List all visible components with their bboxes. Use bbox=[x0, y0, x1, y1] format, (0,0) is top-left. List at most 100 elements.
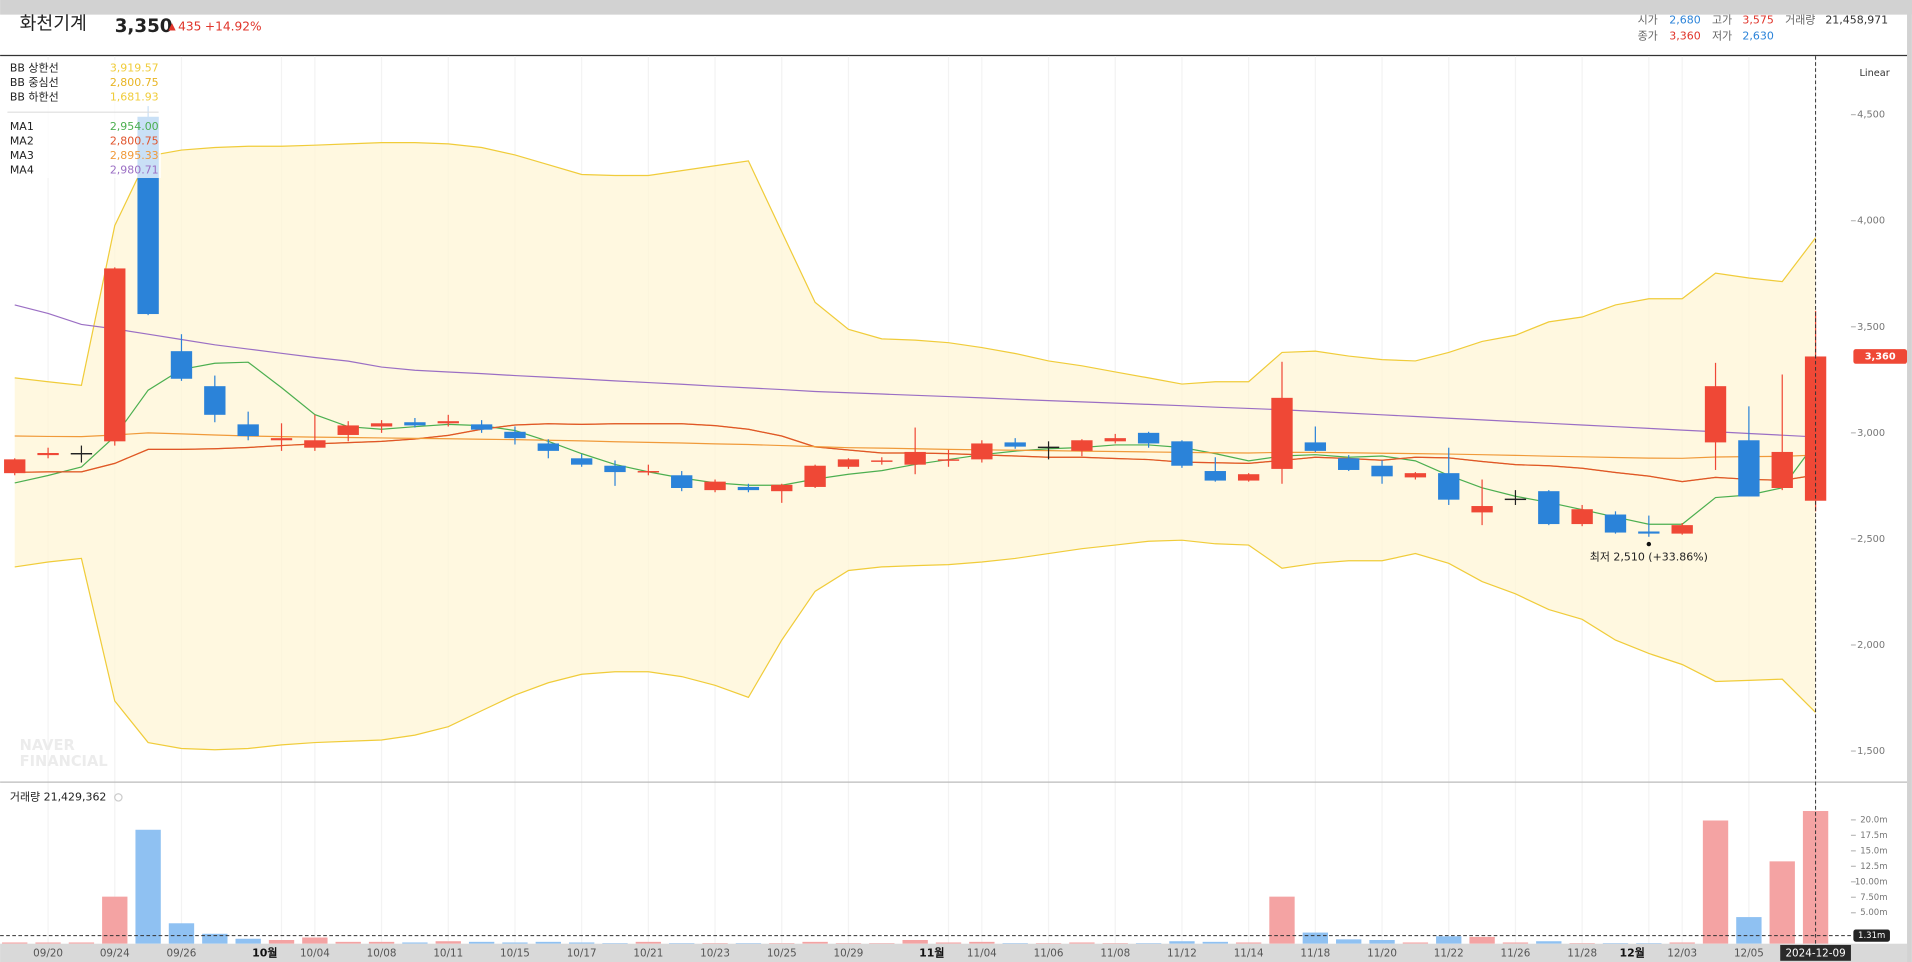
x-tick-label: 11/20 bbox=[1367, 947, 1397, 959]
right-frame bbox=[1907, 0, 1912, 962]
x-tick-label: 10/29 bbox=[834, 947, 864, 959]
volume-bar bbox=[669, 943, 695, 944]
volume-bar bbox=[735, 943, 762, 944]
ohlc-label: 저가 bbox=[1712, 30, 1732, 43]
candle-body bbox=[971, 443, 993, 460]
y-tick-label: 3,500 bbox=[1857, 322, 1885, 333]
candle-body bbox=[1671, 525, 1693, 534]
candle-body bbox=[1171, 441, 1193, 466]
x-tick-label: 11/18 bbox=[1300, 947, 1330, 959]
volume-bar bbox=[635, 941, 662, 944]
x-tick-label: 12/05 bbox=[1734, 947, 1764, 959]
candle-body bbox=[1104, 438, 1126, 442]
candle-body bbox=[1604, 514, 1627, 533]
volume-bar bbox=[102, 896, 128, 944]
volume-bar bbox=[1436, 936, 1462, 944]
x-tick-label: 09/24 bbox=[100, 947, 130, 959]
volume-bar bbox=[168, 923, 195, 944]
volume-header-value: 21,458,971 bbox=[1825, 14, 1888, 27]
x-tick-label: 10/21 bbox=[633, 947, 663, 959]
candle-body bbox=[737, 486, 760, 491]
volume-bar bbox=[1669, 942, 1695, 944]
volume-y-tick-label: 17.5m bbox=[1860, 831, 1887, 841]
y-tick-label: 4,500 bbox=[1857, 110, 1885, 121]
volume-bar bbox=[135, 829, 161, 944]
stock-name: 화천기계 bbox=[20, 13, 87, 34]
candle-body bbox=[104, 268, 126, 442]
candle-body bbox=[637, 471, 660, 473]
candle-body bbox=[871, 460, 893, 462]
candle-body bbox=[504, 431, 526, 439]
y-tick-label: 2,000 bbox=[1857, 640, 1885, 651]
candle-body bbox=[804, 465, 826, 487]
candle-body bbox=[304, 440, 326, 448]
y-tick-label: 3,000 bbox=[1857, 428, 1885, 439]
candle-body bbox=[1037, 446, 1060, 449]
volume-bar bbox=[235, 938, 261, 944]
volume-bar bbox=[35, 942, 61, 944]
volume-bar bbox=[1069, 942, 1095, 944]
volume-y-tick-label: 7.50m bbox=[1860, 893, 1887, 903]
volume-bar bbox=[602, 943, 628, 944]
candle-body bbox=[537, 443, 559, 451]
candle-body bbox=[1404, 473, 1427, 478]
ohlc-label: 시가 bbox=[1638, 14, 1658, 27]
crosshair-date-box bbox=[1780, 944, 1851, 961]
volume-bar bbox=[1636, 943, 1662, 944]
candle-body bbox=[370, 423, 393, 427]
volume-bar bbox=[935, 942, 962, 944]
x-tick-label: 11/28 bbox=[1567, 947, 1597, 959]
candle-body bbox=[404, 422, 426, 426]
volume-bar bbox=[402, 942, 428, 944]
candle-body bbox=[570, 458, 593, 465]
legend-name: BB 하한선 bbox=[10, 90, 59, 104]
volume-bar bbox=[1469, 936, 1495, 944]
watermark: NAVER bbox=[20, 737, 75, 754]
candle-body bbox=[904, 451, 926, 465]
volume-bar bbox=[1736, 917, 1762, 944]
x-tick-label: 09/20 bbox=[33, 947, 63, 959]
volume-bar bbox=[1302, 932, 1329, 944]
legend-value: 2,954.00 bbox=[110, 120, 159, 133]
volume-bar bbox=[802, 941, 828, 944]
candle-body bbox=[1571, 509, 1593, 525]
volume-bar bbox=[1702, 820, 1729, 944]
volume-bar bbox=[302, 937, 328, 944]
stock-price: 3,350 bbox=[115, 16, 173, 37]
indicator-line bbox=[14, 142, 1817, 386]
volume-y-tick-label: 10.00m bbox=[1855, 877, 1888, 887]
x-month-label: 12월 bbox=[1619, 945, 1644, 959]
plot-area: 최저 2,510 (+33.86%) 1,500 2,000 2,500 3,000 3,… bbox=[0, 56, 1908, 962]
y-tick-label: 4,000 bbox=[1857, 216, 1885, 227]
legend-name: MA4 bbox=[10, 164, 34, 177]
ohlc-value: 3,575 bbox=[1742, 14, 1773, 27]
crosshair-value-label: 1.31m bbox=[1858, 931, 1885, 941]
volume-bar bbox=[1369, 939, 1395, 944]
candle-body bbox=[170, 351, 193, 379]
price-change: 435 bbox=[178, 19, 201, 33]
low-annotation: 최저 2,510 (+33.86%) bbox=[1590, 551, 1708, 564]
candle-body bbox=[604, 465, 626, 473]
volume-bar bbox=[1102, 943, 1128, 944]
volume-bar bbox=[468, 941, 495, 944]
candle-body bbox=[704, 481, 726, 491]
legend-value: 3,919.57 bbox=[110, 61, 159, 74]
volume-bar bbox=[368, 941, 395, 944]
x-axis-background bbox=[0, 943, 1908, 962]
ohlc-value: 3,360 bbox=[1669, 30, 1700, 43]
candle-body bbox=[470, 424, 493, 430]
volume-y-tick-label: 12.5m bbox=[1860, 862, 1887, 872]
candle-body bbox=[1071, 440, 1093, 451]
x-tick-label: 10/25 bbox=[767, 947, 797, 959]
ohlc-value: 2,630 bbox=[1742, 30, 1773, 43]
candle-body bbox=[771, 484, 793, 492]
volume-bar bbox=[1569, 943, 1595, 944]
candle-body bbox=[1338, 458, 1360, 470]
volume-bar bbox=[1602, 943, 1629, 944]
x-tick-label: 10/11 bbox=[433, 947, 463, 959]
x-tick-label: 10/08 bbox=[367, 947, 397, 959]
candle-body bbox=[1638, 531, 1660, 534]
legend-name: BB 중심선 bbox=[10, 76, 59, 89]
